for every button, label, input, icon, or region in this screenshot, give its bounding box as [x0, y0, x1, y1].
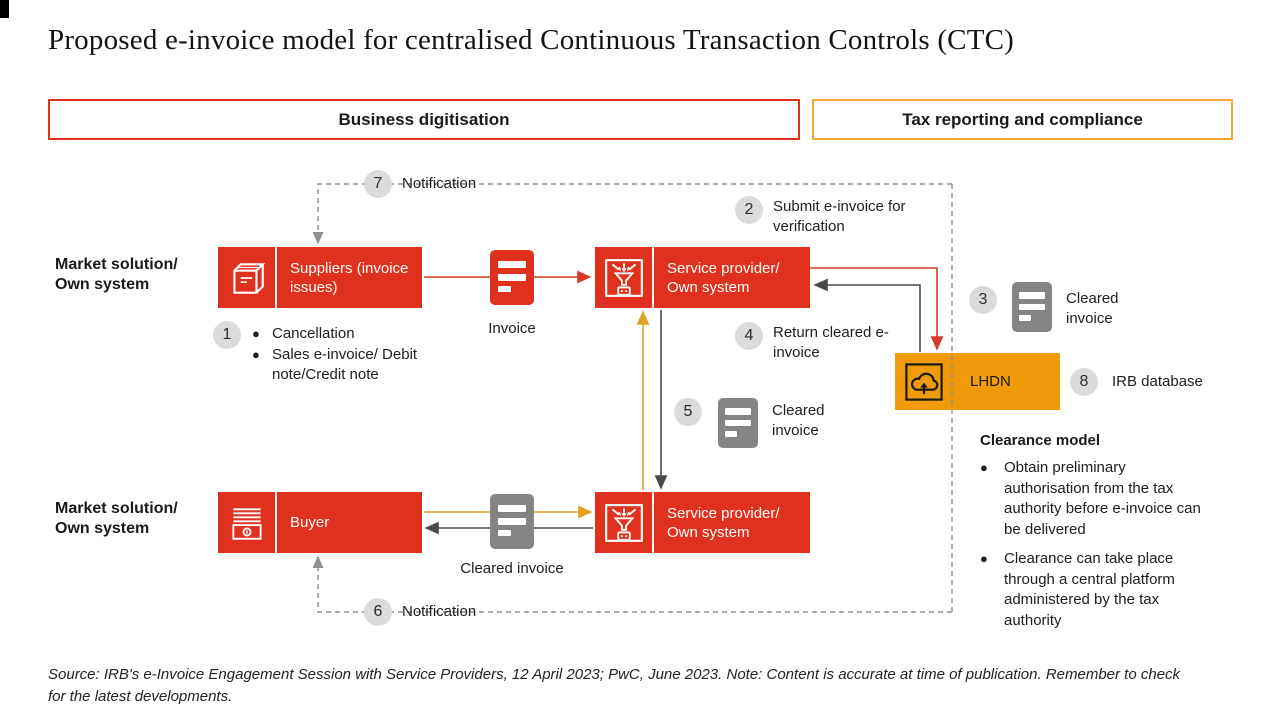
suppliers-box: Suppliers (invoice issues) [218, 247, 422, 308]
divider [652, 492, 654, 553]
cleared-invoice-document-icon [1012, 282, 1052, 332]
step-2-badge: 2 [735, 196, 763, 224]
section-header-tax-reporting: Tax reporting and compliance [812, 99, 1233, 140]
step-3-badge: 3 [969, 286, 997, 314]
step-2-text: Submit e-invoice for verification [773, 198, 906, 235]
step-1-text: ● Cancellation ● Sales e-invoice/ Debit no… [252, 324, 452, 386]
service-provider-bottom-label: Service provider/ Own system [667, 504, 780, 541]
buyer-box: Buyer [218, 492, 422, 553]
money-receipt-icon [218, 492, 275, 553]
step-4-badge: 4 [735, 322, 763, 350]
lhdn-box-label: LHDN [970, 373, 1011, 390]
section-header-business-digitisation: Business digitisation [48, 99, 800, 140]
step-5-text: Cleared invoice [772, 402, 825, 439]
invoice-label: Invoice [488, 320, 536, 337]
buyer-box-label: Buyer [290, 514, 330, 531]
page-title: Proposed e-invoice model for centralised… [48, 24, 1015, 56]
bullet-icon: ● [252, 326, 260, 341]
step-4-text: Return cleared e-invoice [773, 324, 889, 361]
bullet-icon: ● [980, 551, 988, 566]
cloud-upload-icon [895, 353, 952, 410]
service-provider-top-label: Service provider/ Own system [667, 259, 780, 296]
source-note: Source: IRB's e-Invoice Engagement Sessi… [48, 666, 1181, 705]
step-7-text: Notification [402, 175, 477, 192]
step-8-text: IRB database [1112, 373, 1203, 390]
step-5-badge: 5 [674, 398, 702, 426]
clearance-model-heading: Clearance model [980, 432, 1101, 449]
bullet-icon: ● [980, 460, 988, 475]
divider [275, 492, 277, 553]
suppliers-ledger-icon [218, 247, 275, 308]
service-provider-top-box: Service provider/ Own system [595, 247, 810, 308]
clearance-model-block: Clearance model ● Obtain preliminary auth… [980, 432, 1215, 631]
bullet-icon: ● [252, 347, 260, 362]
step-1-badge: 1 [213, 321, 241, 349]
section-header-business-label: Business digitisation [338, 109, 510, 129]
clearance-bullet-2: Clearance can take place through a centr… [1004, 550, 1175, 629]
suppliers-box-label: Suppliers (invoice issues) [290, 259, 409, 296]
clearance-bullet-1: Obtain preliminary authorisation from th… [1004, 459, 1201, 538]
cleared-invoice-document-icon [490, 494, 534, 549]
step-3-text: Cleared invoice [1066, 290, 1119, 327]
cleared-invoice-document-icon [718, 398, 758, 448]
step-8-badge: 8 [1070, 368, 1098, 396]
lhdn-box: LHDN [895, 353, 1060, 410]
cleared-invoice-label: Cleared invoice [460, 560, 564, 577]
market-solution-label-top: Market solution/ Own system [55, 256, 178, 293]
divider [652, 247, 654, 308]
step-6-text: Notification [402, 603, 477, 620]
invoice-document-icon [490, 250, 534, 305]
step-6-badge: 6 [364, 598, 392, 626]
data-funnel-icon [595, 492, 652, 553]
service-provider-bottom-box: Service provider/ Own system [595, 492, 810, 553]
corner-mark [0, 0, 9, 18]
divider [275, 247, 277, 308]
section-header-tax-label: Tax reporting and compliance [902, 109, 1143, 129]
step-7-badge: 7 [364, 170, 392, 198]
data-funnel-icon [595, 247, 652, 308]
step-1-bullet-1: Cancellation [272, 325, 355, 342]
market-solution-label-bottom: Market solution/ Own system [55, 500, 178, 537]
step-1-bullet-2: Sales e-invoice/ Debit note/Credit note [272, 346, 418, 383]
